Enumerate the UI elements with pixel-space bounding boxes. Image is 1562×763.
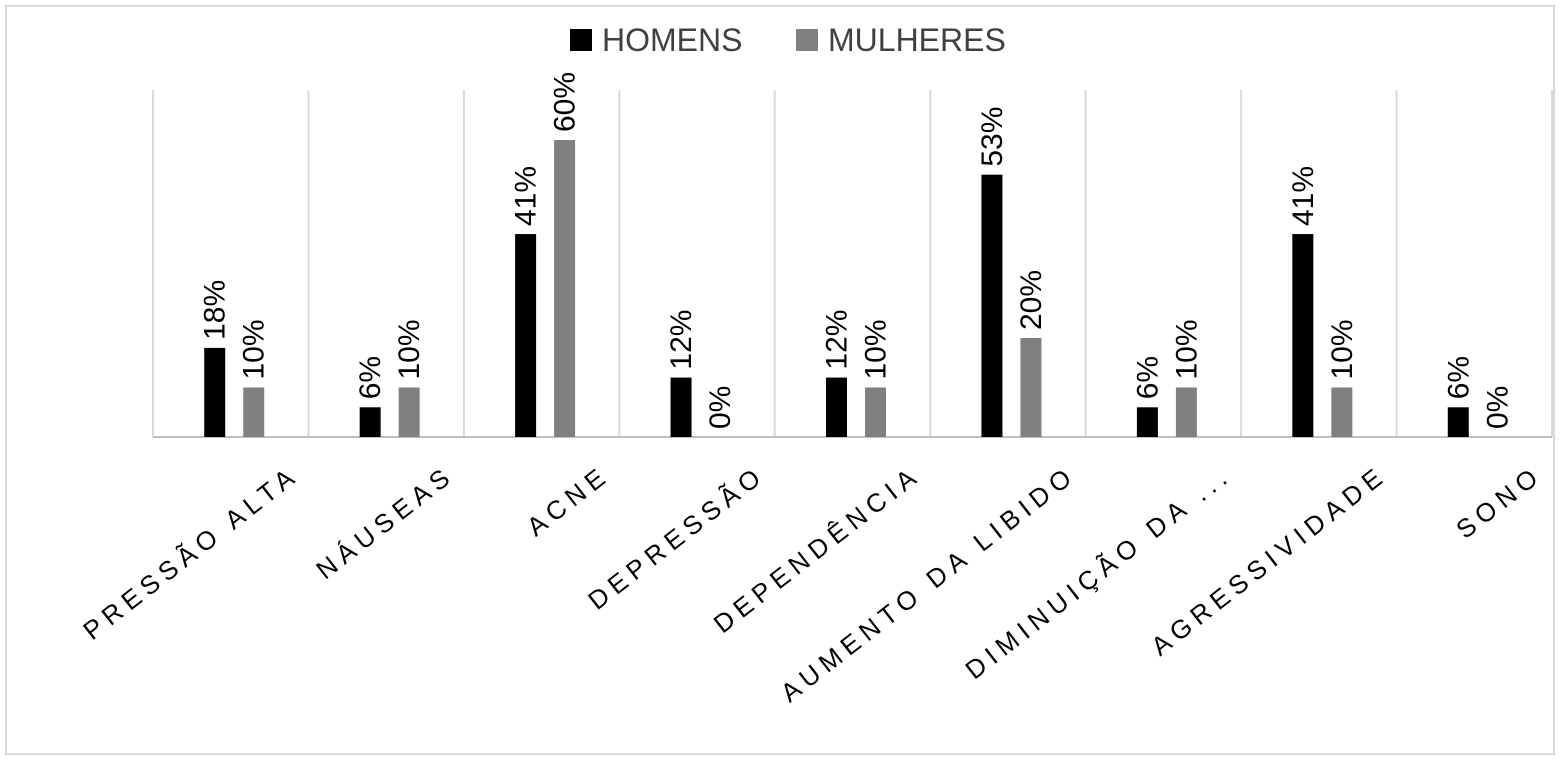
category-label-2: ACNE [521,459,615,542]
bar-mulheres-2 [554,140,576,437]
data-label-homens-6: 6% [1131,356,1164,399]
bar-homens-5 [981,174,1003,437]
data-label-mulheres-5: 20% [1015,270,1048,330]
category-label-5: AUMENTO DA LIBIDO [775,459,1082,708]
legend-swatch-mulheres [796,29,818,51]
data-label-mulheres-2: 60% [549,72,582,132]
bar-homens-7 [1292,234,1314,437]
category-label-0: PRESSÃO ALTA [77,459,304,646]
category-label-8: SONO [1450,459,1548,545]
gridlines [152,90,1553,437]
bar-homens-8 [1447,407,1469,437]
data-label-mulheres-6: 10% [1170,319,1203,379]
data-label-mulheres-1: 10% [393,319,426,379]
data-label-homens-5: 53% [976,107,1009,167]
bar-mulheres-6 [1175,387,1197,437]
legend: HOMENS MULHERES [570,22,1006,58]
data-label-homens-7: 41% [1287,166,1320,226]
legend-label-homens: HOMENS [602,22,742,58]
bar-homens-2 [515,234,537,437]
data-labels: 18%10% 6% 10%41%60%12%0%12% 10%53%20%6% 10%4… [199,72,1515,429]
bar-mulheres-1 [398,387,420,437]
data-label-homens-3: 12% [665,310,698,370]
data-label-mulheres-3: 0% [704,386,737,429]
data-label-homens-4: 12% [821,310,854,370]
data-label-mulheres-7: 10% [1326,319,1359,379]
bar-homens-6 [1136,407,1158,437]
data-label-homens-1: 6% [354,356,387,399]
bar-mulheres-5 [1020,338,1042,437]
legend-label-mulheres: MULHERES [828,22,1006,58]
category-label-6: DIMINUIÇÃO DA ... [960,459,1238,685]
data-label-homens-2: 41% [510,166,543,226]
legend-swatch-homens [570,29,592,51]
data-label-homens-0: 18% [199,280,232,340]
data-label-mulheres-8: 0% [1481,386,1514,429]
bar-homens-1 [359,407,381,437]
bar-homens-0 [204,347,226,437]
bar-mulheres-4 [865,387,886,437]
bars [204,140,1469,437]
bar-mulheres-7 [1331,387,1353,437]
category-labels: PRESSÃO ALTA NÁUSEAS ACNEDEPRESSÃODEPENDÊN… [77,459,1548,708]
data-label-homens-8: 6% [1442,356,1475,399]
bar-homens-3 [670,377,692,437]
data-label-mulheres-4: 10% [860,319,893,379]
bar-homens-4 [826,377,847,437]
bar-mulheres-0 [243,387,265,437]
data-label-mulheres-0: 10% [238,319,271,379]
category-label-1: NÁUSEAS [310,459,459,585]
